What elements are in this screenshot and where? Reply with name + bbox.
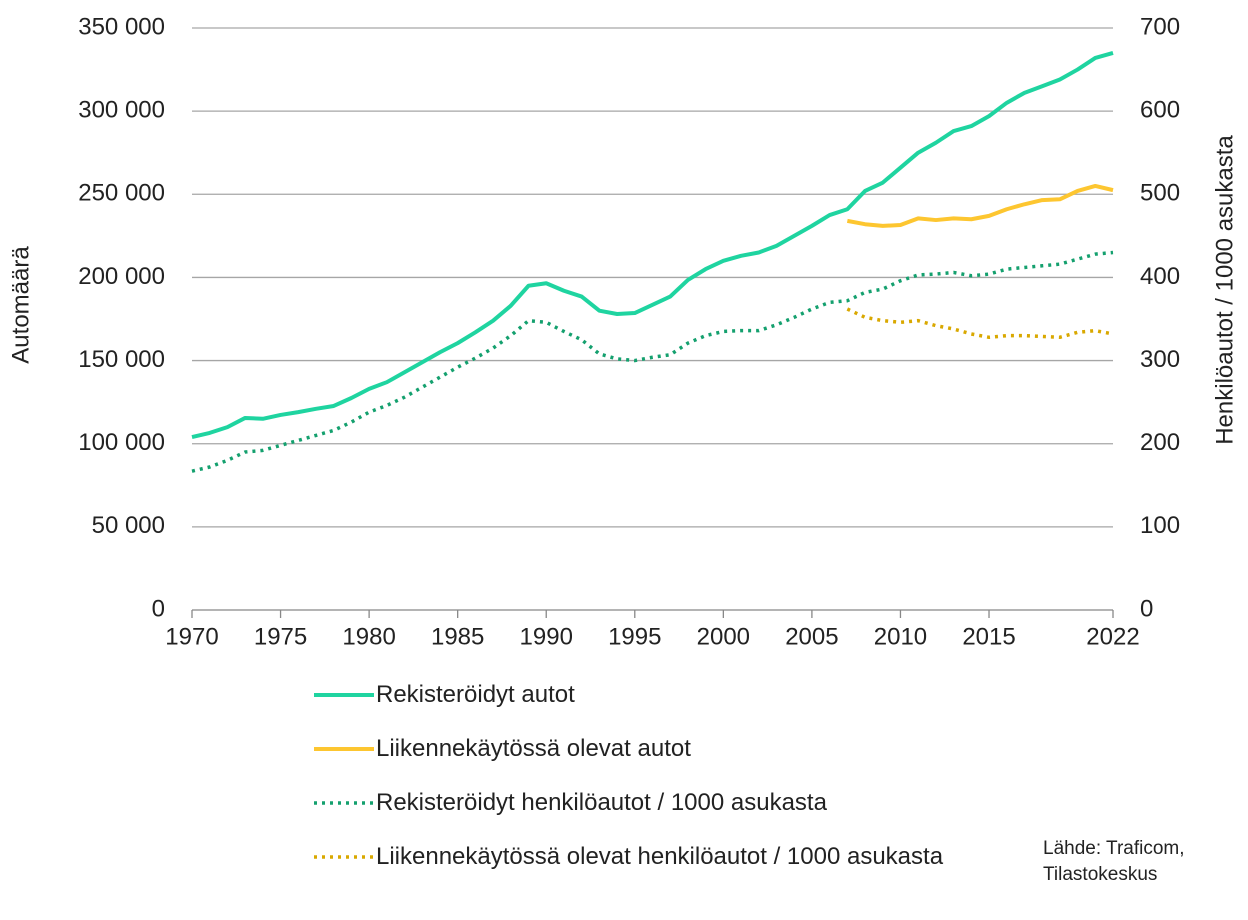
y-tick-label: 250 000	[78, 180, 165, 207]
y2-tick-label: 500	[1140, 180, 1180, 207]
x-tick-label: 2022	[1086, 623, 1139, 650]
series-line	[846, 307, 1114, 340]
legend-label: Rekisteröidyt henkilöautot / 1000 asukas…	[376, 789, 827, 816]
x-tick-label: 2000	[697, 623, 750, 650]
source-note: Lähde: Traficom, Tilastokeskus	[1043, 836, 1185, 888]
legend: Rekisteröidyt autot Liikennekäytössä olev…	[312, 680, 1012, 896]
legend-entry: Liikennekäytössä olevat autot	[312, 734, 1012, 764]
y-tick-label: 150 000	[78, 346, 165, 373]
y-tick-label: 300 000	[78, 96, 165, 123]
x-tick-label: 2005	[785, 623, 838, 650]
legend-entry: Liikennekäytössä olevat henkilöautot / 1…	[312, 842, 1012, 872]
y-tick-label: 350 000	[78, 13, 165, 40]
series-line	[191, 250, 1114, 473]
y-tick-label: 200 000	[78, 263, 165, 290]
y-tick-label: 0	[152, 595, 165, 622]
x-tick-label: 1990	[520, 623, 573, 650]
y2-tick-label: 200	[1140, 429, 1180, 456]
legend-swatch	[314, 747, 374, 751]
x-tick-label: 1975	[254, 623, 307, 650]
legend-swatch	[314, 801, 374, 805]
legend-label: Liikennekäytössä olevat autot	[376, 735, 691, 762]
source-line: Tilastokeskus	[1043, 864, 1158, 885]
legend-entry: Rekisteröidyt henkilöautot / 1000 asukas…	[312, 788, 1012, 818]
legend-label: Rekisteröidyt autot	[376, 681, 575, 708]
x-tick-label: 2015	[962, 623, 1015, 650]
y-tick-label: 50 000	[92, 512, 165, 539]
legend-entry: Rekisteröidyt autot	[312, 680, 1012, 710]
source-line: Lähde: Traficom,	[1043, 838, 1185, 859]
y2-tick-label: 400	[1140, 263, 1180, 290]
x-tick-label: 1970	[165, 623, 218, 650]
y2-tick-label: 600	[1140, 96, 1180, 123]
y-tick-label: 100 000	[78, 429, 165, 456]
x-tick-label: 1985	[431, 623, 484, 650]
legend-label: Liikennekäytössä olevat henkilöautot / 1…	[376, 843, 944, 870]
series-line	[191, 51, 1114, 440]
x-tick-label: 2010	[874, 623, 927, 650]
x-tick-label: 1995	[608, 623, 661, 650]
legend-swatch	[314, 693, 374, 697]
y-axis-label: Automäärä	[7, 246, 34, 364]
y2-tick-label: 100	[1140, 512, 1180, 539]
y2-axis-label: Henkilöautot / 1000 asukasta	[1211, 135, 1238, 445]
series-line	[846, 183, 1114, 228]
y2-tick-label: 700	[1140, 13, 1180, 40]
legend-swatch	[314, 855, 374, 859]
y2-tick-label: 300	[1140, 346, 1180, 373]
y2-tick-label: 0	[1140, 595, 1153, 622]
x-tick-label: 1980	[342, 623, 395, 650]
